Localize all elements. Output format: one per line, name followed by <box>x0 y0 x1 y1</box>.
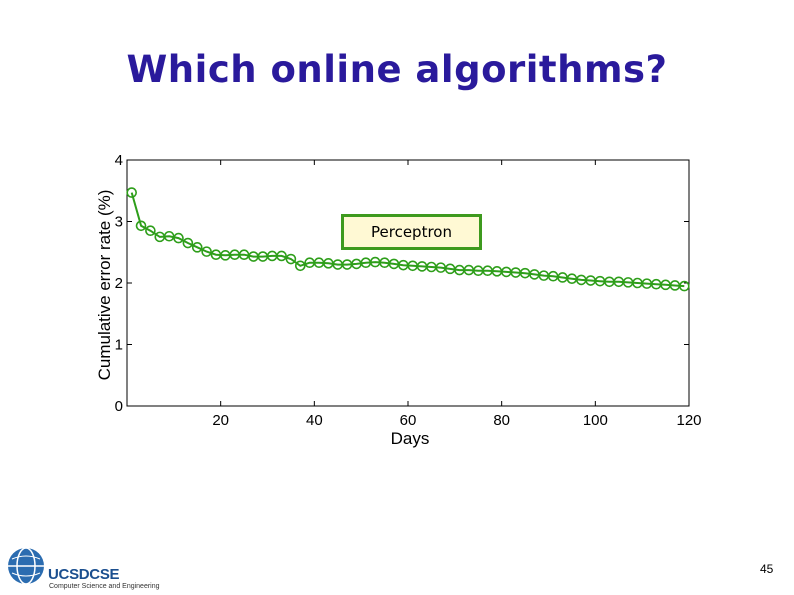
slide-title: Which online algorithms? <box>126 48 668 91</box>
x-tick-label: 20 <box>212 412 229 429</box>
x-axis-label: Days <box>391 429 430 448</box>
chart-axes <box>126 159 690 407</box>
logo-text: UCSDCSE <box>48 566 120 583</box>
y-tick-label: 3 <box>115 214 123 231</box>
logo-subtitle: Computer Science and Engineering <box>49 583 160 590</box>
y-tick-label: 2 <box>115 275 123 292</box>
data-point <box>135 220 147 232</box>
data-point <box>294 260 306 272</box>
y-tick-label: 1 <box>115 337 123 354</box>
chart-series <box>126 187 690 292</box>
data-point <box>173 232 184 244</box>
ucsd-cse-logo <box>8 547 44 585</box>
x-tick-label: 60 <box>400 412 417 429</box>
y-tick-label: 0 <box>115 398 123 415</box>
data-point <box>191 242 203 253</box>
page-number: 45 <box>760 562 774 576</box>
legend-label-perceptron: Perceptron <box>371 223 452 241</box>
data-point <box>126 187 137 198</box>
y-axis-label: Cumulative error rate (%) <box>95 190 114 381</box>
data-point <box>679 280 690 292</box>
y-tick-label: 4 <box>115 152 123 169</box>
globe-latitude <box>11 555 41 560</box>
chart-tick-labels: 20 40 60 80 100 120 0 1 2 3 4 <box>115 152 702 429</box>
data-point <box>182 237 194 249</box>
globe-latitude <box>11 572 41 577</box>
legend-box: Perceptron <box>341 214 482 250</box>
data-point <box>276 250 287 262</box>
x-tick-label: 120 <box>676 412 701 429</box>
x-tick-label: 100 <box>583 412 608 429</box>
x-tick-label: 80 <box>493 412 510 429</box>
data-point <box>145 225 156 237</box>
data-point <box>285 253 297 265</box>
x-tick-label: 40 <box>306 412 323 429</box>
data-point <box>201 246 212 257</box>
